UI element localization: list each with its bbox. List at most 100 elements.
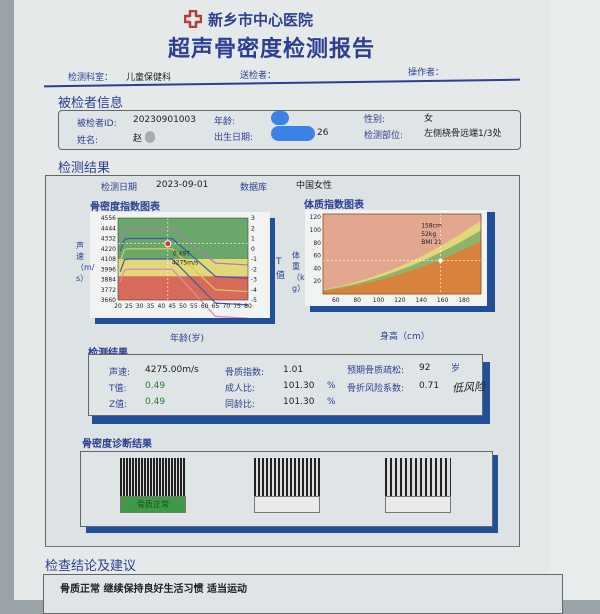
- x-tick-label: 80: [244, 303, 252, 310]
- y2-tick-label: -4: [251, 287, 257, 294]
- bqi-value: 1.01: [283, 365, 304, 375]
- bmi-chart-title: 体质指数图表: [304, 200, 364, 211]
- fracture-risk-value: 0.71: [419, 381, 440, 391]
- conclusion-text: 骨质正常 继续保持良好生活习惯 适当运动: [60, 584, 247, 595]
- y-tick-label: 40: [313, 265, 321, 272]
- diagnosis-item: [254, 458, 320, 514]
- name-value: 赵: [133, 134, 143, 144]
- bone-density-chart: 0.49T 4275m/s 4556 4444 4332 4220 4108 3996 3884…: [90, 212, 270, 318]
- x-tick-label: 60: [201, 303, 209, 310]
- diagnosis-item: 骨质正常: [120, 458, 186, 514]
- patient-info-heading: 被检者信息: [58, 96, 124, 111]
- y-tick-label: 4332: [101, 236, 116, 243]
- y2-tick-label: -3: [251, 277, 257, 284]
- chart-curve: [119, 237, 249, 279]
- site-label: 检测部位:: [364, 131, 404, 141]
- y-tick-label: 3996: [101, 266, 116, 273]
- z-score-label: Z值:: [109, 400, 128, 410]
- plot-frame: [117, 217, 249, 301]
- dob-label: 出生日期:: [214, 133, 254, 143]
- dob-suffix: 26: [317, 128, 329, 138]
- divider: [45, 546, 520, 547]
- chart-curve: [119, 227, 249, 266]
- speed-label: 声速:: [109, 368, 131, 378]
- expected-osteoporosis-label: 预期骨质疏松:: [347, 366, 405, 376]
- chart-band: [118, 276, 248, 300]
- data-point: [164, 240, 172, 248]
- redaction-mark: [271, 126, 315, 141]
- plot-frame: [322, 213, 482, 295]
- sex-label: 性别:: [364, 115, 386, 125]
- point-label-height: 158cm: [421, 222, 442, 229]
- date-value: 2023-09-01: [156, 180, 209, 190]
- x-tick-label: 40: [158, 303, 166, 310]
- y2-tick-label: -2: [251, 266, 257, 273]
- bone-chart-ylabel: 声速（m/s）: [76, 241, 95, 283]
- measure-heading: 检测结果: [88, 344, 128, 359]
- bone-structure-image: [120, 458, 186, 496]
- x-tick-label: 20: [114, 303, 122, 310]
- y-tick-label: 4108: [101, 256, 116, 263]
- x-tick-label: 160: [437, 297, 449, 304]
- y-tick-label: 80: [313, 240, 321, 247]
- point-label-weight: 52kg: [421, 231, 436, 238]
- point-label-t: 0.49T: [173, 251, 190, 258]
- x-tick-label: 140: [415, 297, 427, 304]
- x-tick-label: 45: [168, 303, 176, 310]
- bone-structure-image: [385, 458, 451, 496]
- department-label: 检测科室：: [68, 73, 114, 83]
- chart-curve: [119, 248, 249, 293]
- chart-curve: [119, 268, 249, 318]
- age-ratio-label: 同龄比:: [225, 400, 256, 410]
- data-point: [438, 258, 443, 263]
- operator-label: 操作者：: [408, 68, 445, 78]
- z-score-value: 0.49: [145, 397, 166, 407]
- adult-ratio-unit: %: [327, 381, 336, 391]
- sex-value: 女: [424, 114, 434, 124]
- x-tick-label: 65: [212, 303, 220, 310]
- site-value: 左侧桡骨远端1/3处: [424, 129, 502, 139]
- x-tick-label: 180: [458, 297, 470, 304]
- adult-ratio-label: 成人比:: [225, 384, 256, 394]
- t-score-label: T值:: [109, 384, 127, 394]
- y-tick-label: 3772: [101, 287, 116, 294]
- redaction-blur: [145, 131, 155, 143]
- y2-tick-label: -1: [251, 256, 257, 263]
- adult-ratio-value: 101.30: [283, 381, 315, 391]
- y-tick-label: 4444: [101, 225, 116, 232]
- x-tick-label: 75: [233, 303, 241, 310]
- y2-tick-label: 1: [251, 236, 255, 243]
- y-tick-label: 20: [313, 278, 321, 285]
- database-label: 数据库: [240, 183, 268, 193]
- y-tick-label: 4556: [101, 215, 116, 222]
- report-title: 超声骨密度检测报告: [168, 37, 376, 62]
- bone-chart-xlabel: 年龄(岁): [170, 334, 205, 344]
- handwritten-note: 低风险: [451, 380, 486, 395]
- measure-box: 声速: 4275.00m/s T值: 0.49 Z值: 0.49 骨质指数: 1…: [88, 354, 483, 416]
- diagnosis-label: [254, 496, 320, 513]
- point-label-bmi: BMI 21: [421, 239, 442, 246]
- age-ratio-unit: %: [327, 397, 336, 407]
- diagnosis-item: [385, 458, 451, 514]
- age-ratio-value: 101.30: [283, 397, 315, 407]
- x-tick-label: 80: [353, 297, 361, 304]
- x-tick-label: 30: [136, 303, 144, 310]
- x-tick-label: 55: [190, 303, 198, 310]
- fracture-risk-label: 骨折风险系数:: [347, 384, 405, 394]
- date-label: 检测日期: [101, 183, 138, 193]
- bqi-label: 骨质指数:: [225, 368, 265, 378]
- y2-tick-label: 2: [251, 225, 255, 232]
- y-tick-label: 3884: [101, 277, 116, 284]
- hospital-name: 新乡市中心医院: [208, 11, 314, 29]
- patient-id-label: 被检者ID:: [77, 119, 117, 129]
- diagnosis-heading: 骨密度诊断结果: [82, 439, 152, 450]
- point-label-speed: 4275m/s: [172, 260, 198, 267]
- y-tick-label: 3660: [101, 297, 116, 304]
- department-value: 儿童保健科: [126, 73, 172, 83]
- background-paper: [550, 0, 600, 600]
- y2-tick-label: 0: [251, 246, 255, 253]
- chart-curve: [119, 258, 249, 306]
- age-label: 年龄:: [214, 117, 236, 127]
- x-tick-label: 25: [125, 303, 133, 310]
